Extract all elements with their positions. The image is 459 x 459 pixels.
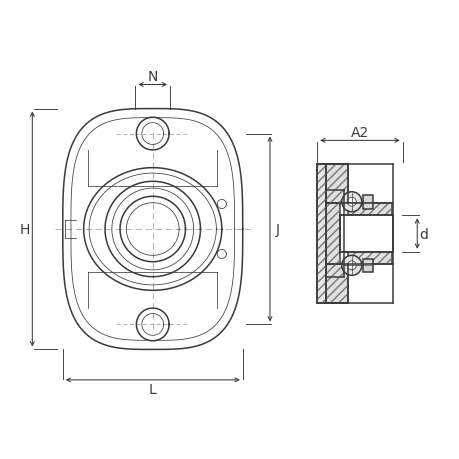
Circle shape (341, 192, 361, 212)
Bar (347, 203, 391, 265)
Bar (362, 259, 372, 273)
Bar (362, 196, 372, 209)
Bar (339, 216, 392, 252)
Text: A2: A2 (350, 126, 368, 140)
Bar (325, 265, 347, 303)
Bar (325, 165, 347, 203)
Bar (317, 165, 325, 303)
Bar (325, 203, 339, 265)
Bar (325, 203, 339, 265)
Text: N: N (147, 70, 157, 84)
Bar (317, 165, 325, 303)
Text: d: d (419, 227, 427, 241)
Circle shape (347, 261, 356, 270)
Circle shape (347, 198, 356, 207)
Bar (325, 265, 347, 303)
Text: H: H (20, 223, 30, 236)
Text: J: J (274, 223, 279, 236)
Circle shape (341, 256, 361, 276)
Bar (347, 203, 391, 265)
Text: L: L (149, 382, 156, 396)
Bar (325, 165, 347, 203)
